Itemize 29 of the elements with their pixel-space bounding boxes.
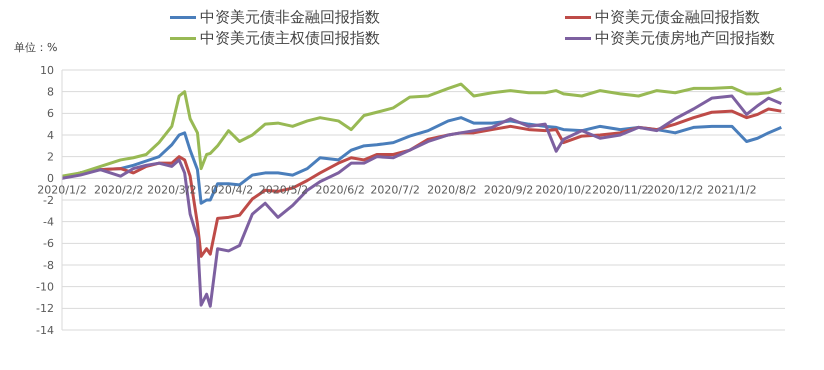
- y-tick-label: -10: [36, 280, 54, 294]
- x-tick-label: 2021/1/2: [707, 183, 757, 196]
- y-tick-label: 0: [47, 172, 54, 186]
- x-tick-label: 2020/11/2: [592, 183, 648, 196]
- legend-label: 中资美元债金融回报指数: [594, 8, 761, 27]
- x-tick-label: 2020/2/2: [94, 183, 144, 196]
- line-series: [62, 82, 783, 178]
- legend-label: 中资美元债非金融回报指数: [199, 8, 381, 27]
- y-tick-label: 4: [47, 128, 54, 142]
- y-tick-label: 10: [40, 64, 54, 77]
- x-tick-label: 2020/8/2: [427, 183, 477, 196]
- y-tick-label: -4: [43, 216, 54, 229]
- x-tick-label: 2020/12/2: [646, 183, 704, 196]
- legend-label: 中资美元债主权债回报指数: [199, 29, 381, 48]
- y-tick-label: -8: [43, 258, 54, 272]
- y-tick-label: 8: [47, 86, 54, 99]
- x-tick-label: 2020/6/2: [316, 183, 365, 196]
- x-tick-label: 2020/10/2: [535, 183, 592, 196]
- legend-label: 中资美元债房地产回报指数: [594, 29, 776, 48]
- y-tick-label: -2: [43, 194, 54, 207]
- y-tick-label: -14: [36, 324, 54, 337]
- y-axis-title: 单位：%: [14, 40, 58, 55]
- y-tick-label: -12: [36, 302, 54, 316]
- x-tick-label: 2020/9/2: [484, 183, 534, 196]
- y-tick-label: 2: [47, 150, 54, 164]
- x-tick-label: 2020/7/2: [370, 183, 420, 196]
- y-tick-label: 6: [47, 107, 54, 120]
- x-tick-label: 2020/1/2: [37, 183, 87, 196]
- y-tick-label: -6: [43, 237, 54, 250]
